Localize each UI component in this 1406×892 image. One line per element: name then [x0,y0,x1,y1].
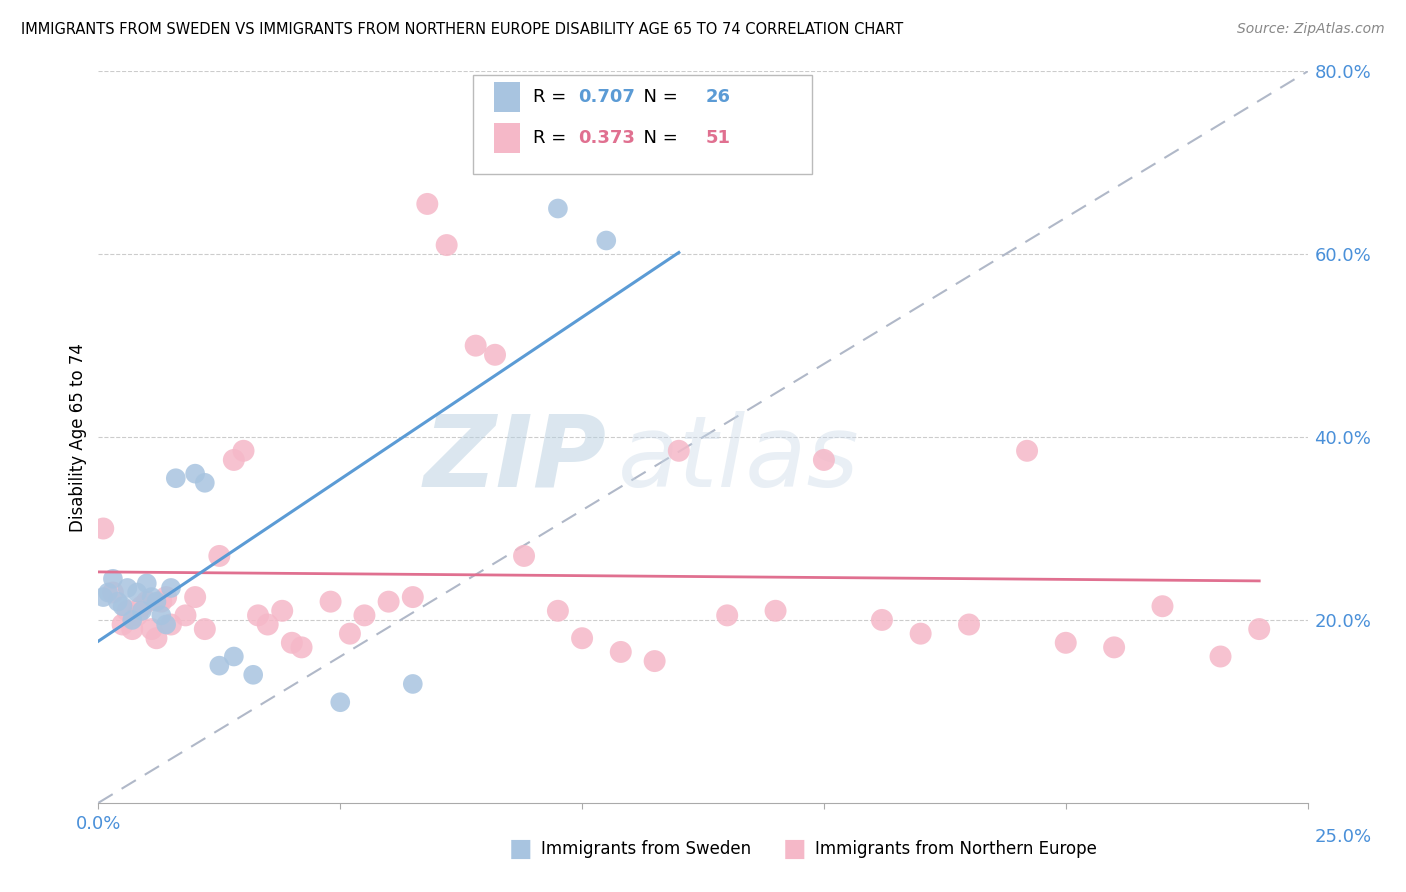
Text: IMMIGRANTS FROM SWEDEN VS IMMIGRANTS FROM NORTHERN EUROPE DISABILITY AGE 65 TO 7: IMMIGRANTS FROM SWEDEN VS IMMIGRANTS FRO… [21,22,903,37]
Text: N =: N = [631,129,683,147]
Point [464,338,486,352]
FancyBboxPatch shape [494,123,520,153]
Point [319,594,342,608]
Point [145,632,167,646]
Point [232,443,254,458]
Point [402,677,425,691]
Point [141,622,163,636]
Point [150,594,173,608]
Point [184,590,207,604]
Point [910,626,932,640]
Point [145,594,167,608]
Text: ZIP: ZIP [423,410,606,508]
Point [1015,443,1038,458]
Point [107,594,129,608]
Point [222,453,245,467]
Point [957,617,980,632]
Point [595,234,617,248]
Text: Source: ZipAtlas.com: Source: ZipAtlas.com [1237,22,1385,37]
Point [127,585,149,599]
Point [160,581,183,595]
Point [644,654,666,668]
Point [194,475,217,490]
Point [765,604,787,618]
Point [208,549,231,563]
Point [111,599,134,614]
Text: atlas: atlas [619,410,860,508]
Point [416,197,439,211]
Point [610,645,633,659]
Point [870,613,893,627]
Point [155,590,177,604]
Text: 51: 51 [706,129,731,147]
Point [101,585,124,599]
Text: Immigrants from Sweden: Immigrants from Sweden [541,840,751,858]
Point [135,594,157,608]
Y-axis label: Disability Age 65 to 74: Disability Age 65 to 74 [69,343,87,532]
Point [571,632,593,646]
Point [402,590,425,604]
Point [436,238,458,252]
Point [208,658,231,673]
Point [668,443,690,458]
Text: Immigrants from Northern Europe: Immigrants from Northern Europe [815,840,1097,858]
Point [242,667,264,681]
Text: R =: R = [533,129,571,147]
Text: R =: R = [533,88,571,106]
Point [377,594,399,608]
Point [256,617,278,632]
Point [271,604,294,618]
Point [547,604,569,618]
Point [1249,622,1271,636]
Point [1152,599,1174,614]
FancyBboxPatch shape [474,75,811,174]
Point [91,521,114,535]
Point [160,617,183,632]
Point [547,202,569,216]
Point [339,626,361,640]
Text: 0.373: 0.373 [578,129,636,147]
Point [513,549,536,563]
Point [127,608,149,623]
Point [117,581,139,595]
Point [247,608,270,623]
Point [97,585,120,599]
Text: ■: ■ [509,838,531,861]
Point [91,590,114,604]
Text: ■: ■ [783,838,806,861]
Point [184,467,207,481]
Point [1054,636,1077,650]
Point [111,617,134,632]
Point [813,453,835,467]
Point [131,599,153,614]
Point [117,604,139,618]
Point [174,608,197,623]
Text: N =: N = [631,88,683,106]
Point [353,608,375,623]
Point [1102,640,1125,655]
Point [222,649,245,664]
Point [484,348,506,362]
Point [1209,649,1232,664]
Point [141,590,163,604]
Text: 25.0%: 25.0% [1315,828,1371,846]
Point [716,608,738,623]
Text: 26: 26 [706,88,731,106]
Point [131,604,153,618]
Point [101,572,124,586]
Point [121,613,143,627]
Point [290,640,312,655]
Point [194,622,217,636]
Point [150,608,173,623]
Point [155,617,177,632]
Point [281,636,304,650]
Point [135,576,157,591]
Point [165,471,187,485]
Point [329,695,352,709]
Point [121,622,143,636]
Point [668,137,690,152]
Text: 0.707: 0.707 [578,88,636,106]
FancyBboxPatch shape [494,82,520,112]
